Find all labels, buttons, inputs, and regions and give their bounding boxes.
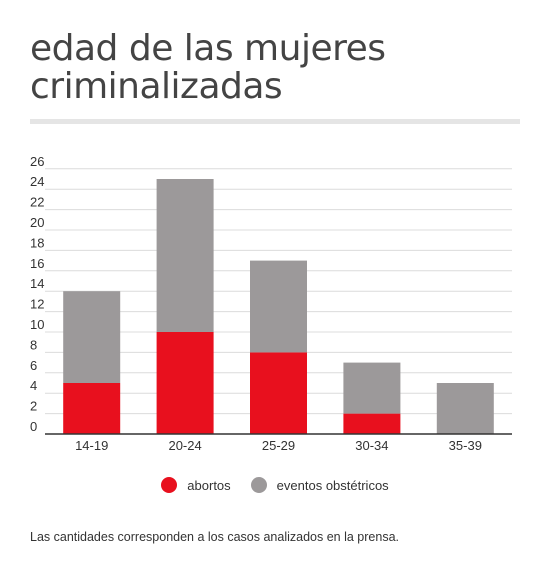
y-tick-label: 12 <box>30 297 44 312</box>
bar-eventos-obstetricos-25-29 <box>250 260 307 353</box>
y-tick-label: 18 <box>30 235 44 250</box>
footnote: Las cantidades corresponden a los casos … <box>30 530 399 544</box>
legend-label-eventos-obstetricos: eventos obstétricos <box>276 477 389 493</box>
bar-eventos-obstetricos-14-19 <box>63 291 121 383</box>
y-tick-label: 6 <box>30 358 37 373</box>
y-tick-label: 4 <box>30 378 37 393</box>
x-tick-label: 35-39 <box>449 438 482 453</box>
legend-swatch-eventos-obstetricos <box>250 477 267 493</box>
bar-eventos-obstetricos-20-24 <box>156 179 214 332</box>
legend-item-eventos-obstetricos: eventos obstétricos <box>250 477 389 493</box>
bars <box>63 179 494 434</box>
y-tick-label: 8 <box>30 337 37 352</box>
legend-label-abortos: abortos <box>187 477 231 493</box>
x-tick-label: 20-24 <box>168 438 201 453</box>
legend-swatch-abortos <box>161 477 178 493</box>
x-axis: 14-19 20-24 25-29 30-34 35-39 <box>45 433 512 453</box>
x-tick-label: 14-19 <box>75 438 108 453</box>
x-tick-label: 25-29 <box>262 438 295 453</box>
chart-title: edad de las mujeres criminalizadas <box>30 28 386 107</box>
y-tick-label: 26 <box>30 154 44 169</box>
title-divider <box>30 119 520 124</box>
y-tick-label: 20 <box>30 215 44 230</box>
y-tick-label: 14 <box>30 276 44 291</box>
bar-abortos-20-24 <box>156 332 214 434</box>
y-tick-label: 16 <box>30 256 44 271</box>
y-tick-label: 22 <box>30 195 44 210</box>
bar-abortos-25-29 <box>250 352 307 434</box>
bar-eventos-obstetricos-35-39 <box>436 383 494 434</box>
y-tick-label: 24 <box>30 174 44 189</box>
y-tick-label: 10 <box>30 317 44 332</box>
x-tick-label: 30-34 <box>355 438 388 453</box>
bar-abortos-30-34 <box>343 413 401 434</box>
legend-item-abortos: abortos <box>161 477 231 493</box>
y-tick-label: 2 <box>30 399 37 414</box>
legend: abortos eventos obstétricos <box>0 477 550 493</box>
bar-eventos-obstetricos-30-34 <box>343 362 401 414</box>
bar-abortos-14-19 <box>63 383 121 434</box>
y-tick-label: 0 <box>30 419 37 434</box>
